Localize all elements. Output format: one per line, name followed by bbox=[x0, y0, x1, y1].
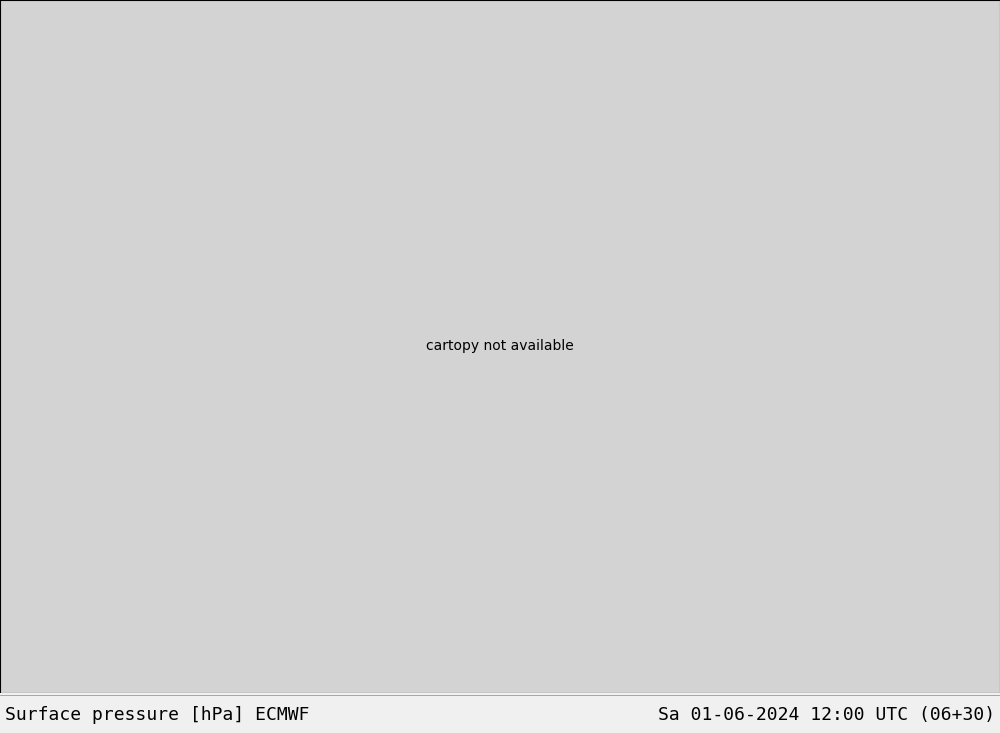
Text: Surface pressure [hPa] ECMWF: Surface pressure [hPa] ECMWF bbox=[5, 706, 310, 724]
Text: cartopy not available: cartopy not available bbox=[426, 339, 574, 353]
Text: Sa 01-06-2024 12:00 UTC (06+30): Sa 01-06-2024 12:00 UTC (06+30) bbox=[658, 706, 995, 724]
